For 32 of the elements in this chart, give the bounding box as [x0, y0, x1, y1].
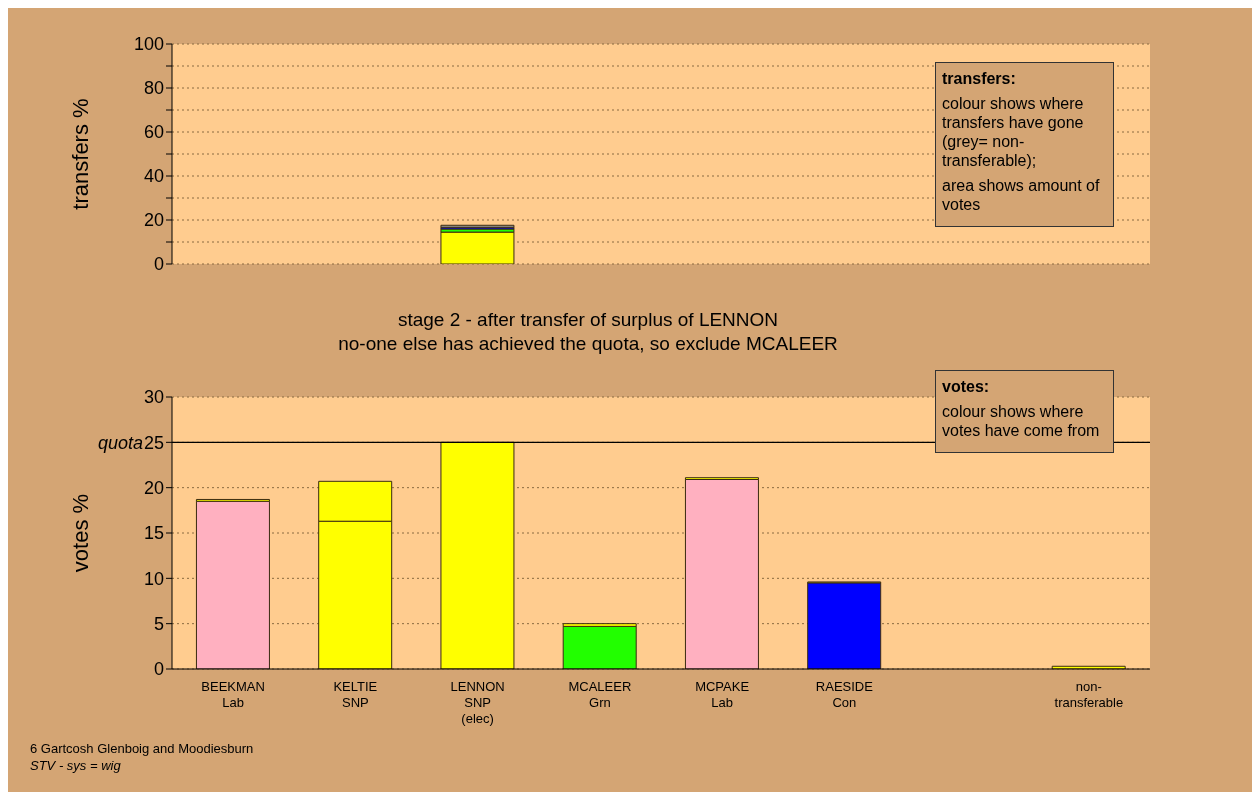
y-tick-label: 0 [153, 659, 164, 680]
text: STV - sys = wig [30, 757, 122, 774]
y-tick-label: 0 [153, 254, 164, 275]
y-tick-label: 20 [143, 210, 164, 231]
y-tick-label: 10 [143, 568, 164, 589]
y-tick-label: 30 [143, 387, 164, 408]
y-axis-title: votes % [67, 493, 93, 573]
y-tick-label: 15 [143, 523, 164, 544]
y-tick-label: 5 [153, 614, 164, 635]
y-tick-label: 80 [143, 78, 164, 99]
chart-title: stage 2 - after transfer of surplus of LENNON [396, 308, 780, 332]
x-tick-label: LENNON SNP (elec) [450, 679, 505, 726]
annotation: transfers: [942, 69, 1017, 88]
x-tick-label: KELTIE SNP [333, 679, 378, 710]
y-tick-label: 20 [143, 478, 164, 499]
annotation: colour shows where transfers have gone (grey= non-transferable); [942, 94, 1085, 170]
text: votes: [942, 377, 991, 396]
annotation: area shows amount of votes [942, 176, 1101, 214]
ref-line-label: quota [97, 432, 143, 453]
y-tick-label: 40 [143, 166, 164, 187]
x-tick-label: non- transferable [1054, 679, 1124, 710]
y-tick-label: 25 [143, 432, 164, 453]
y-axis-title: transfers % [67, 98, 93, 210]
x-tick-label: BEEKMAN Lab [201, 679, 265, 710]
x-tick-label: MCALEER Grn [568, 679, 632, 710]
annotation: colour shows where votes have come from [942, 402, 1101, 440]
x-tick-label: RAESIDE Con [815, 679, 874, 710]
text: 6 Gartcosh Glenboig and Moodiesburn [30, 740, 254, 757]
y-tick-label: 100 [133, 34, 164, 55]
y-tick-label: 60 [143, 122, 164, 143]
x-tick-label: MCPAKE Lab [695, 679, 750, 710]
chart-subtitle: no-one else has achieved the quota, so exclude MCALEER [337, 332, 839, 356]
